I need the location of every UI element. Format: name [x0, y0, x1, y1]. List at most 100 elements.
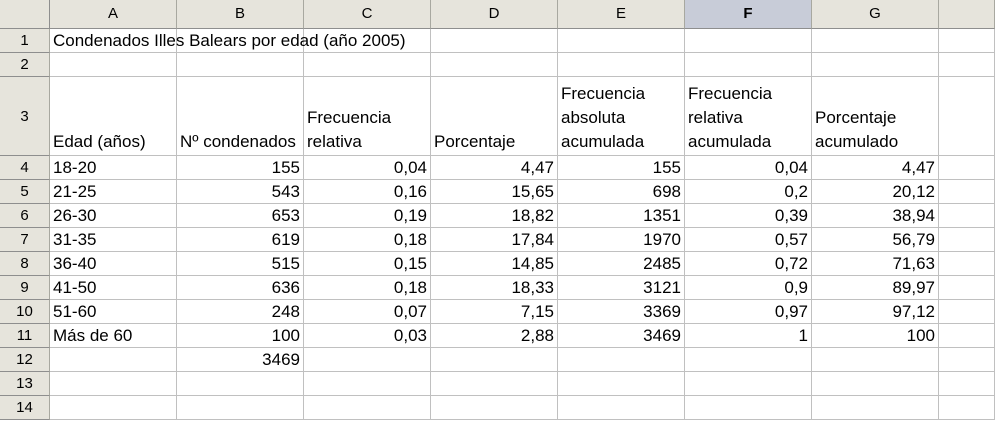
cell-h11[interactable]	[939, 324, 995, 348]
cell-a2[interactable]	[50, 53, 177, 77]
cell-d6[interactable]: 18,82	[431, 204, 558, 228]
cell-d12[interactable]	[431, 348, 558, 372]
cell-h2[interactable]	[939, 53, 995, 77]
cell-c1[interactable]	[304, 29, 431, 53]
cell-g11[interactable]: 100	[812, 324, 939, 348]
column-header-f[interactable]: F	[685, 0, 812, 29]
cell-e2[interactable]	[558, 53, 685, 77]
cell-e7[interactable]: 1970	[558, 228, 685, 252]
cell-a8[interactable]: 36-40	[50, 252, 177, 276]
cell-d2[interactable]	[431, 53, 558, 77]
cell-b5[interactable]: 543	[177, 180, 304, 204]
cell-e11[interactable]: 3469	[558, 324, 685, 348]
row-header-2[interactable]: 2	[0, 53, 50, 77]
cell-e13[interactable]	[558, 372, 685, 396]
cell-a13[interactable]	[50, 372, 177, 396]
cell-g2[interactable]	[812, 53, 939, 77]
cell-d10[interactable]: 7,15	[431, 300, 558, 324]
cell-b8[interactable]: 515	[177, 252, 304, 276]
cell-a9[interactable]: 41-50	[50, 276, 177, 300]
cell-h13[interactable]	[939, 372, 995, 396]
cell-c7[interactable]: 0,18	[304, 228, 431, 252]
cell-f5[interactable]: 0,2	[685, 180, 812, 204]
cell-a4[interactable]: 18-20	[50, 156, 177, 180]
row-header-13[interactable]: 13	[0, 372, 50, 396]
cell-g3[interactable]: Porcentaje acumulado	[812, 77, 939, 156]
select-all-corner[interactable]	[0, 0, 50, 29]
cell-h4[interactable]	[939, 156, 995, 180]
cell-e10[interactable]: 3369	[558, 300, 685, 324]
cell-h8[interactable]	[939, 252, 995, 276]
cell-g7[interactable]: 56,79	[812, 228, 939, 252]
row-header-9[interactable]: 9	[0, 276, 50, 300]
cell-g4[interactable]: 4,47	[812, 156, 939, 180]
cell-c6[interactable]: 0,19	[304, 204, 431, 228]
row-header-5[interactable]: 5	[0, 180, 50, 204]
cell-b13[interactable]	[177, 372, 304, 396]
row-header-7[interactable]: 7	[0, 228, 50, 252]
cell-f1[interactable]	[685, 29, 812, 53]
cell-d1[interactable]	[431, 29, 558, 53]
cell-h5[interactable]	[939, 180, 995, 204]
cell-e6[interactable]: 1351	[558, 204, 685, 228]
row-header-4[interactable]: 4	[0, 156, 50, 180]
cell-e12[interactable]	[558, 348, 685, 372]
cell-d7[interactable]: 17,84	[431, 228, 558, 252]
cell-c12[interactable]	[304, 348, 431, 372]
cell-b12[interactable]: 3469	[177, 348, 304, 372]
cell-c11[interactable]: 0,03	[304, 324, 431, 348]
cell-e8[interactable]: 2485	[558, 252, 685, 276]
cell-c14[interactable]	[304, 396, 431, 420]
cell-h6[interactable]	[939, 204, 995, 228]
cell-d5[interactable]: 15,65	[431, 180, 558, 204]
cell-c3[interactable]: Frecuencia relativa	[304, 77, 431, 156]
cell-h14[interactable]	[939, 396, 995, 420]
cell-h3[interactable]	[939, 77, 995, 156]
cell-f10[interactable]: 0,97	[685, 300, 812, 324]
cell-d4[interactable]: 4,47	[431, 156, 558, 180]
cell-a5[interactable]: 21-25	[50, 180, 177, 204]
row-header-6[interactable]: 6	[0, 204, 50, 228]
cell-d14[interactable]	[431, 396, 558, 420]
cell-h10[interactable]	[939, 300, 995, 324]
column-header-h[interactable]	[939, 0, 995, 29]
cell-h9[interactable]	[939, 276, 995, 300]
cell-b7[interactable]: 619	[177, 228, 304, 252]
column-header-b[interactable]: B	[177, 0, 304, 29]
cell-h1[interactable]	[939, 29, 995, 53]
cell-d13[interactable]	[431, 372, 558, 396]
cell-b6[interactable]: 653	[177, 204, 304, 228]
cell-d3[interactable]: Porcentaje	[431, 77, 558, 156]
cell-f8[interactable]: 0,72	[685, 252, 812, 276]
cell-g9[interactable]: 89,97	[812, 276, 939, 300]
cell-g13[interactable]	[812, 372, 939, 396]
cell-f9[interactable]: 0,9	[685, 276, 812, 300]
cell-f14[interactable]	[685, 396, 812, 420]
cell-a10[interactable]: 51-60	[50, 300, 177, 324]
cell-e3[interactable]: Frecuencia absoluta acumulada	[558, 77, 685, 156]
cell-b1[interactable]	[177, 29, 304, 53]
column-header-g[interactable]: G	[812, 0, 939, 29]
column-header-e[interactable]: E	[558, 0, 685, 29]
cell-c2[interactable]	[304, 53, 431, 77]
cell-d8[interactable]: 14,85	[431, 252, 558, 276]
cell-g6[interactable]: 38,94	[812, 204, 939, 228]
cell-a11[interactable]: Más de 60	[50, 324, 177, 348]
cell-d9[interactable]: 18,33	[431, 276, 558, 300]
cell-a3[interactable]: Edad (años)	[50, 77, 177, 156]
cell-a12[interactable]	[50, 348, 177, 372]
cell-e14[interactable]	[558, 396, 685, 420]
cell-c13[interactable]	[304, 372, 431, 396]
cell-g10[interactable]: 97,12	[812, 300, 939, 324]
cell-f13[interactable]	[685, 372, 812, 396]
cell-a7[interactable]: 31-35	[50, 228, 177, 252]
row-header-14[interactable]: 14	[0, 396, 50, 420]
column-header-d[interactable]: D	[431, 0, 558, 29]
row-header-12[interactable]: 12	[0, 348, 50, 372]
cell-c9[interactable]: 0,18	[304, 276, 431, 300]
cell-f3[interactable]: Frecuencia relativa acumulada	[685, 77, 812, 156]
cell-f11[interactable]: 1	[685, 324, 812, 348]
row-header-1[interactable]: 1	[0, 29, 50, 53]
cell-f12[interactable]	[685, 348, 812, 372]
